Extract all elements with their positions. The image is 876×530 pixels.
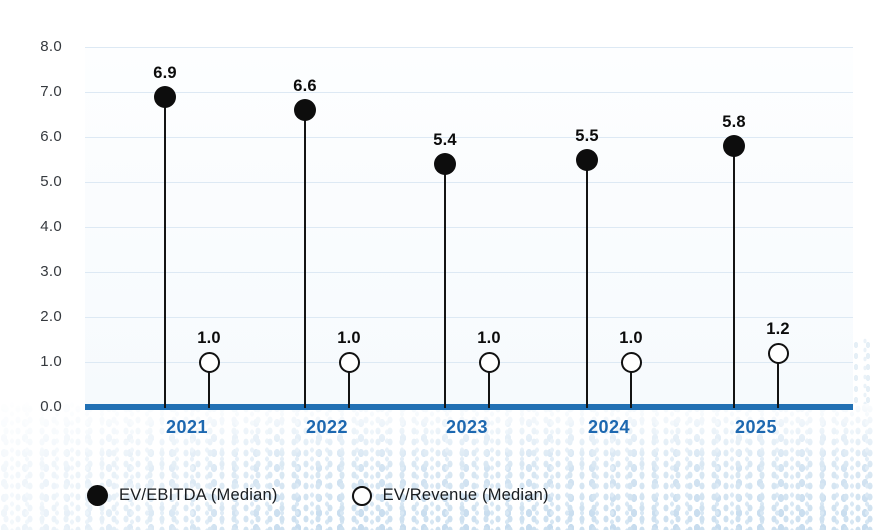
ebitda-marker bbox=[294, 99, 316, 121]
stem bbox=[733, 146, 735, 408]
gridline bbox=[85, 181, 853, 183]
legend-label-ev-revenue: EV/Revenue (Median) bbox=[382, 486, 549, 504]
stem bbox=[586, 159, 588, 408]
value-label: 1.0 bbox=[477, 329, 501, 347]
gridline bbox=[85, 46, 853, 48]
halftone-dots-decoration bbox=[0, 402, 876, 530]
stem bbox=[348, 362, 350, 408]
y-axis-tick-label: 6.0 bbox=[40, 128, 62, 145]
x-axis-year-label: 2022 bbox=[305, 417, 349, 437]
stem bbox=[444, 164, 446, 408]
legend: EV/EBITDA (Median) EV/Revenue (Median) bbox=[87, 485, 549, 506]
ebitda-marker bbox=[576, 148, 598, 171]
y-axis-tick-label: 7.0 bbox=[40, 83, 62, 100]
value-label: 6.6 bbox=[293, 77, 317, 95]
legend-item-ev-ebitda: EV/EBITDA (Median) bbox=[87, 485, 278, 506]
revenue-marker bbox=[767, 342, 789, 364]
y-axis-tick-label: 3.0 bbox=[40, 263, 62, 280]
value-label: 5.8 bbox=[722, 113, 746, 131]
x-axis-line bbox=[85, 404, 853, 410]
value-label: 5.4 bbox=[433, 131, 457, 149]
stem bbox=[164, 96, 166, 408]
value-label: 1.0 bbox=[337, 329, 361, 347]
value-label: 1.0 bbox=[197, 329, 221, 347]
stem bbox=[488, 362, 490, 408]
revenue-marker bbox=[338, 351, 360, 373]
value-label: 6.9 bbox=[153, 63, 177, 82]
stem bbox=[630, 362, 632, 408]
stem bbox=[304, 110, 306, 408]
ebitda-marker bbox=[154, 85, 176, 108]
gridline bbox=[85, 91, 853, 93]
x-axis-year-label: 2023 bbox=[445, 417, 489, 437]
y-axis-tick-label: 4.0 bbox=[40, 218, 62, 235]
stem bbox=[777, 353, 779, 408]
ebitda-marker bbox=[723, 135, 745, 157]
value-label: 1.0 bbox=[619, 329, 643, 347]
gridline bbox=[85, 226, 853, 228]
value-label: 1.2 bbox=[766, 320, 790, 338]
y-axis-tick-label: 0.0 bbox=[40, 398, 62, 415]
gridline bbox=[85, 271, 853, 273]
y-axis-tick-label: 2.0 bbox=[40, 308, 62, 325]
revenue-marker bbox=[198, 351, 220, 373]
filled-circle-icon bbox=[87, 485, 108, 506]
open-circle-icon bbox=[351, 485, 372, 506]
revenue-marker bbox=[620, 351, 642, 373]
revenue-marker bbox=[478, 351, 500, 373]
x-axis-year-label: 2021 bbox=[165, 417, 209, 437]
gridline bbox=[85, 136, 853, 138]
y-axis-tick-label: 1.0 bbox=[40, 353, 62, 370]
x-axis-year-label: 2025 bbox=[734, 417, 778, 437]
legend-label-ev-ebitda: EV/EBITDA (Median) bbox=[119, 486, 278, 504]
gridline bbox=[85, 361, 853, 363]
y-axis-tick-label: 8.0 bbox=[40, 38, 62, 55]
stem bbox=[208, 362, 210, 408]
x-axis-year-label: 2024 bbox=[587, 417, 631, 437]
legend-item-ev-revenue: EV/Revenue (Median) bbox=[351, 485, 549, 506]
value-label: 5.5 bbox=[575, 126, 599, 145]
gridline bbox=[85, 316, 853, 318]
ebitda-marker bbox=[434, 153, 456, 175]
y-axis-tick-label: 5.0 bbox=[40, 173, 62, 190]
